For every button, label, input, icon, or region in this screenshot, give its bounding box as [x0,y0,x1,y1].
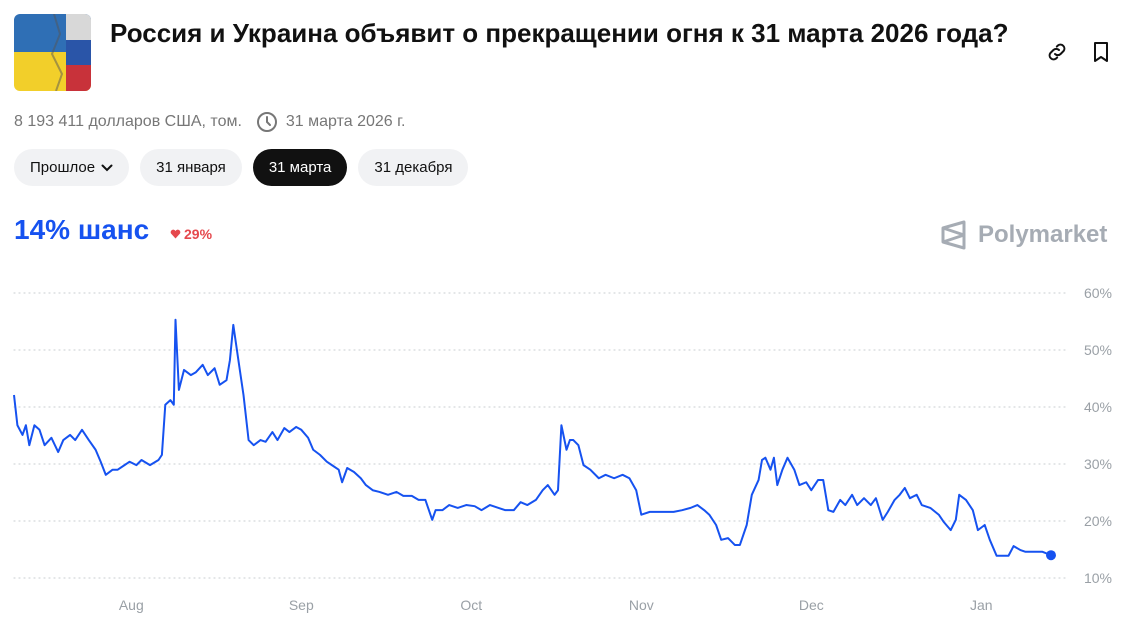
brand: Polymarket [940,220,1107,250]
x-tick-label: Jan [970,597,993,613]
volume: 8 193 411 долларов США, том. [14,113,242,130]
market-image [14,14,91,91]
end-date: 31 марта 2026 г. [285,113,406,130]
tab-label: Прошлое [30,159,96,176]
chart: 10% 20% 30% 40% 50% 60% Aug Sep Oct Nov Dec Jan [13,285,1112,613]
date-tab[interactable]: 31 марта [252,149,348,186]
date-tab[interactable]: Прошлое [14,149,130,186]
series-line [13,318,1052,557]
down-icon [170,229,181,239]
change-value: 29% [184,226,213,242]
x-tick-label: Sep [289,597,314,613]
tab-label: 31 декабря [374,159,453,176]
date-tab[interactable]: 31 декабря [358,149,469,186]
chevron-icon [101,164,113,171]
bookmark-icon[interactable] [1090,40,1112,64]
y-tick-label: 10% [1084,570,1112,586]
x-tick-label: Oct [460,597,482,613]
y-tick-label: 40% [1084,399,1112,415]
change: 29% [170,226,212,242]
clock-icon [256,112,277,132]
y-tick-label: 50% [1084,342,1112,358]
tab-label: 31 марта [268,159,332,176]
link-icon[interactable] [1045,40,1069,64]
x-tick-label: Dec [799,597,824,613]
x-tick-label: Aug [119,597,144,613]
y-tick-label: 60% [1084,285,1112,301]
y-tick-label: 20% [1084,513,1112,529]
date-tab[interactable]: 31 января [140,149,242,186]
chance: 14% шанс [14,214,150,245]
y-tick-label: 30% [1084,456,1112,472]
brand-name: Polymarket [978,221,1108,248]
market-title: Россия и Украина объявит о прекращении о… [110,18,1009,48]
x-tick-label: Nov [629,597,654,613]
market-meta: 8 193 411 долларов США, том. 31 марта 20… [14,111,405,133]
date-tabs: Прошлое 31 января 31 марта 31 декабря [14,149,469,186]
last-point [1046,550,1056,561]
tab-label: 31 января [156,159,226,176]
brand-logo [941,220,966,250]
